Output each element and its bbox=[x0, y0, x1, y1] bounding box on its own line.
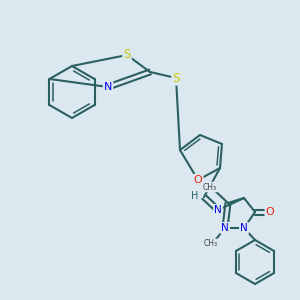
Text: H: H bbox=[191, 191, 199, 201]
Text: S: S bbox=[123, 49, 131, 62]
Text: S: S bbox=[172, 71, 180, 85]
Text: N: N bbox=[104, 82, 112, 92]
Text: N: N bbox=[214, 205, 222, 215]
Text: O: O bbox=[266, 207, 274, 217]
Text: N: N bbox=[221, 223, 229, 233]
Text: O: O bbox=[194, 175, 202, 185]
Text: CH₃: CH₃ bbox=[204, 239, 218, 248]
Text: N: N bbox=[240, 223, 248, 233]
Text: CH₃: CH₃ bbox=[203, 182, 217, 191]
